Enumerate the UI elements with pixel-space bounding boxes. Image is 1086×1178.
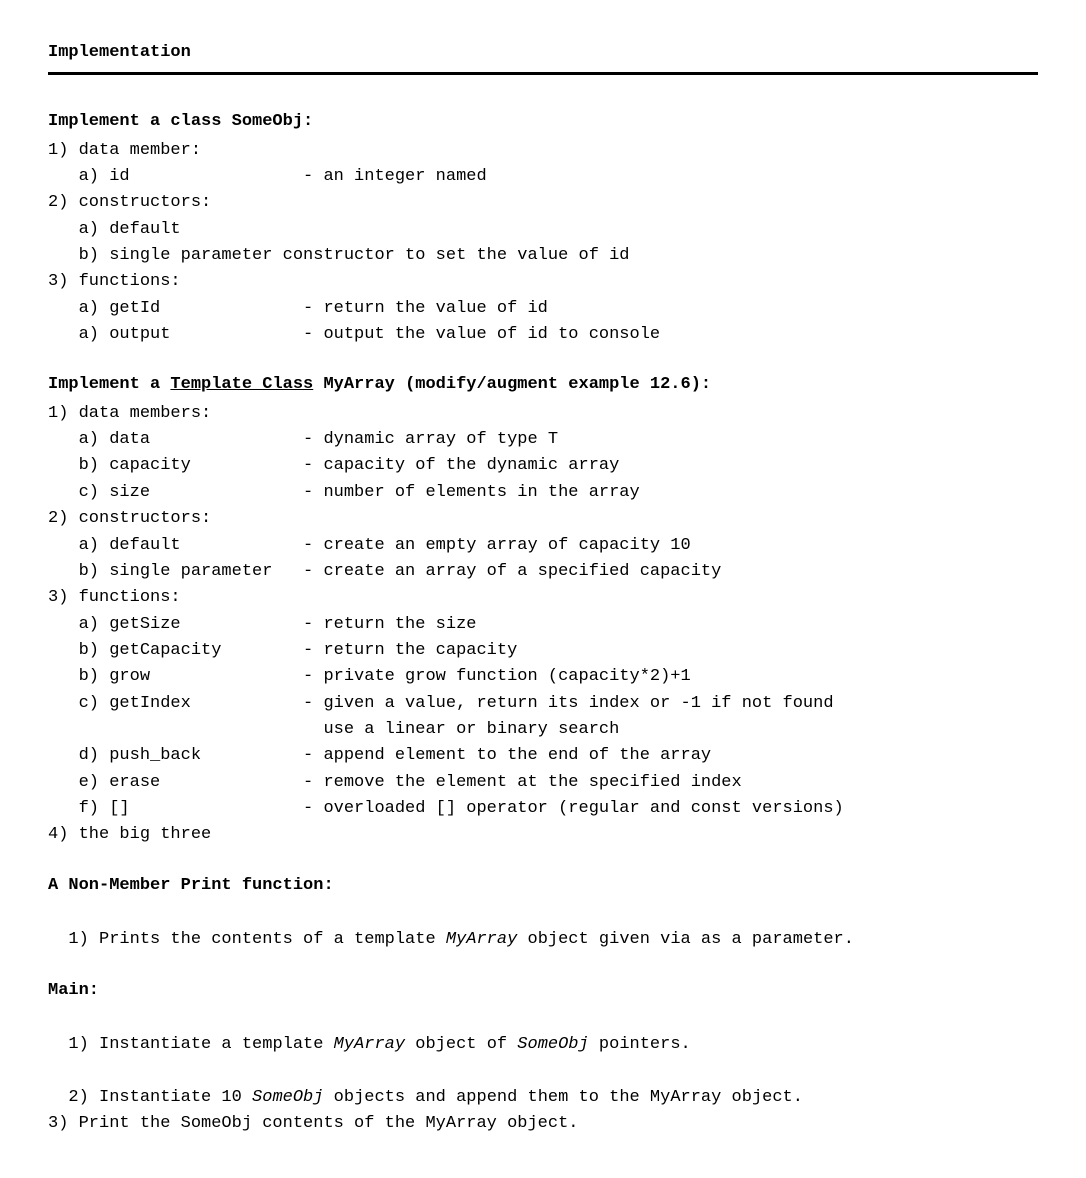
spec-line: a) default bbox=[48, 217, 1038, 243]
spec-line: 2) constructors: bbox=[48, 190, 1038, 216]
main-line2-it: SomeObj bbox=[252, 1088, 323, 1107]
nonmember-title: A Non-Member Print function: bbox=[48, 873, 1038, 899]
myarray-title-pre: Implement a bbox=[48, 375, 170, 394]
spec-line: b) grow - private grow function (capacit… bbox=[48, 664, 1038, 690]
myarray-title-post: MyArray (modify/augment example 12.6): bbox=[313, 375, 711, 394]
spec-line: use a linear or binary search bbox=[48, 717, 1038, 743]
someobj-body: 1) data member: a) id - an integer named… bbox=[48, 138, 1038, 349]
spec-line: b) single parameter - create an array of… bbox=[48, 559, 1038, 585]
spec-line: b) getCapacity - return the capacity bbox=[48, 638, 1038, 664]
main-line-1: 1) Instantiate a template MyArray object… bbox=[48, 1006, 1038, 1059]
main-title: Main: bbox=[48, 978, 1038, 1004]
someobj-title: Implement a class SomeObj: bbox=[48, 109, 1038, 135]
main-line1-mid: object of bbox=[405, 1035, 517, 1054]
main-line1-it2: SomeObj bbox=[517, 1035, 588, 1054]
main-line2-post: objects and append them to the MyArray o… bbox=[323, 1088, 802, 1107]
spec-line: b) single parameter constructor to set t… bbox=[48, 243, 1038, 269]
spec-line: a) default - create an empty array of ca… bbox=[48, 533, 1038, 559]
spec-line: f) [] - overloaded [] operator (regular … bbox=[48, 796, 1038, 822]
spec-line: a) getSize - return the size bbox=[48, 612, 1038, 638]
myarray-title: Implement a Template Class MyArray (modi… bbox=[48, 372, 1038, 398]
spec-line: a) getId - return the value of id bbox=[48, 296, 1038, 322]
page-heading: Implementation bbox=[48, 40, 1038, 75]
main-line-3: 3) Print the SomeObj contents of the MyA… bbox=[48, 1111, 1038, 1137]
spec-line: 4) the big three bbox=[48, 822, 1038, 848]
nonmember-line-pre: 1) Prints the contents of a template bbox=[68, 930, 445, 949]
spec-line: 3) functions: bbox=[48, 269, 1038, 295]
main-line1-post: pointers. bbox=[589, 1035, 691, 1054]
main-line1-pre: 1) Instantiate a template bbox=[68, 1035, 333, 1054]
main-line-2: 2) Instantiate 10 SomeObj objects and ap… bbox=[48, 1059, 1038, 1112]
spec-line: c) size - number of elements in the arra… bbox=[48, 480, 1038, 506]
spec-line: c) getIndex - given a value, return its … bbox=[48, 691, 1038, 717]
spec-line: d) push_back - append element to the end… bbox=[48, 743, 1038, 769]
nonmember-line: 1) Prints the contents of a template MyA… bbox=[48, 901, 1038, 954]
nonmember-line-italic: MyArray bbox=[446, 930, 517, 949]
spec-line: a) output - output the value of id to co… bbox=[48, 322, 1038, 348]
main-line2-pre: 2) Instantiate 10 bbox=[68, 1088, 252, 1107]
spec-line: a) data - dynamic array of type T bbox=[48, 427, 1038, 453]
spec-line: a) id - an integer named bbox=[48, 164, 1038, 190]
nonmember-line-post: object given via as a parameter. bbox=[517, 930, 854, 949]
myarray-title-underlined: Template Class bbox=[170, 375, 313, 394]
spec-line: 1) data members: bbox=[48, 401, 1038, 427]
spec-line: e) erase - remove the element at the spe… bbox=[48, 770, 1038, 796]
spec-line: 3) functions: bbox=[48, 585, 1038, 611]
spec-line: b) capacity - capacity of the dynamic ar… bbox=[48, 453, 1038, 479]
spec-line: 2) constructors: bbox=[48, 506, 1038, 532]
spec-line: 1) data member: bbox=[48, 138, 1038, 164]
myarray-body: 1) data members: a) data - dynamic array… bbox=[48, 401, 1038, 849]
main-line1-it1: MyArray bbox=[334, 1035, 405, 1054]
